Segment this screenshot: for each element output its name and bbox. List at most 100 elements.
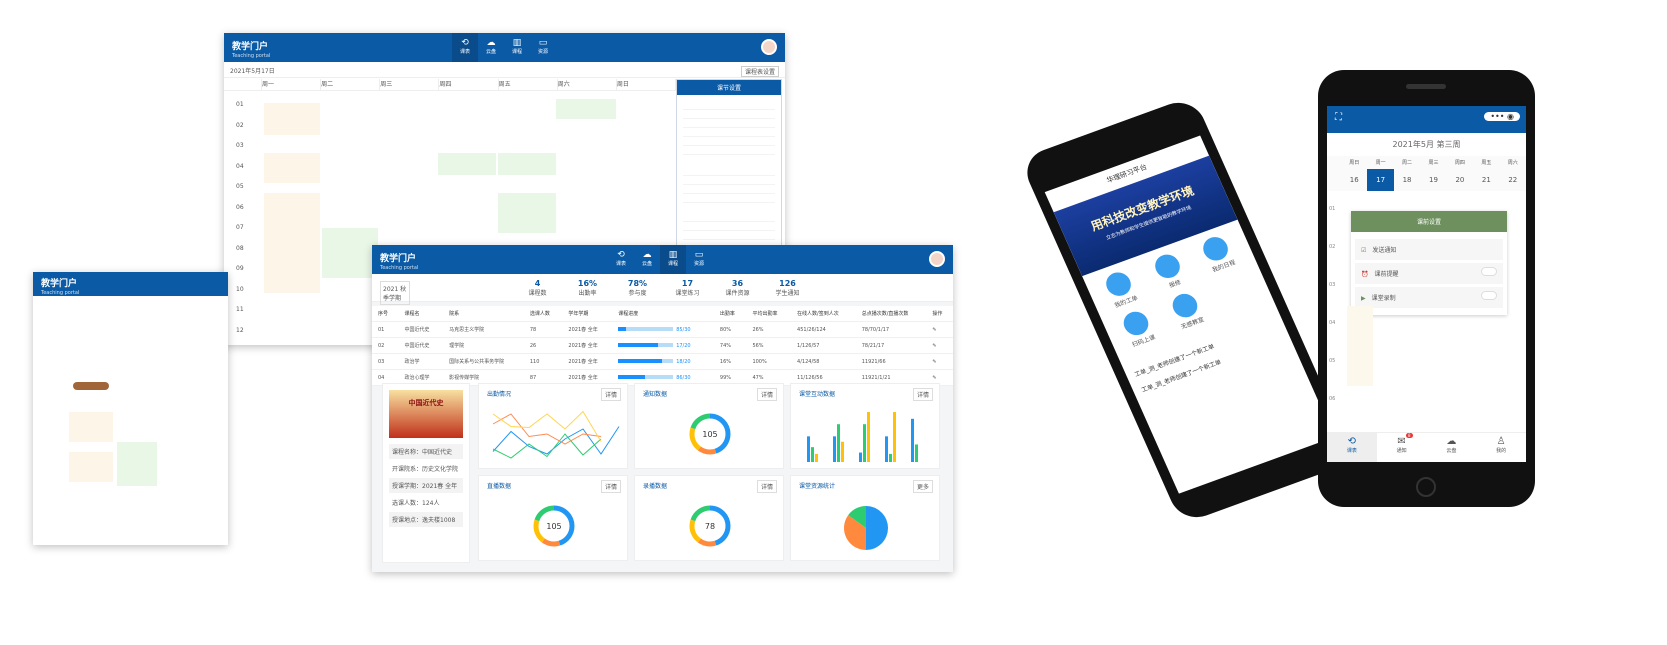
details-button[interactable]: 详情: [912, 388, 933, 401]
event-card[interactable]: [264, 153, 320, 183]
period-label: 08: [236, 244, 244, 252]
pie-slice: [848, 506, 866, 528]
scan-icon[interactable]: ⛶: [1335, 112, 1342, 123]
panel-item[interactable]: ⏰ 课前提醒: [1355, 263, 1503, 284]
stat-item[interactable]: 17 课堂练习: [675, 278, 700, 297]
bar: [841, 441, 844, 462]
schedule-settings-button[interactable]: 课程表设置: [740, 66, 779, 77]
avatar[interactable]: [929, 251, 945, 267]
event-card[interactable]: [322, 228, 378, 278]
toggle[interactable]: [1481, 291, 1497, 300]
column-header: 序号: [372, 306, 399, 322]
date-cell[interactable]: 18: [1402, 176, 1412, 184]
cell-online: 451/26/124: [791, 321, 856, 338]
dashboard-card: 直播数据 详情 105: [478, 475, 628, 561]
weekday-label: 周二: [1402, 160, 1413, 166]
more-menu[interactable]: ••• ◉: [1484, 112, 1520, 121]
cell-term: 2021春 全年: [562, 353, 613, 370]
event-card[interactable]: [73, 382, 109, 390]
date-cell[interactable]: 21: [1481, 176, 1491, 184]
cell-course: 中国近代史: [398, 337, 444, 354]
details-button[interactable]: 详情: [600, 480, 621, 493]
event-card[interactable]: [117, 442, 157, 486]
stat-item[interactable]: 78% 参与度: [627, 278, 648, 297]
donut-center-value: 105: [546, 522, 561, 531]
cell-views: 78/21/17: [855, 337, 927, 354]
line-series: [492, 426, 620, 455]
schedule-window-secondary: 教学门户 Teaching portal: [33, 272, 228, 545]
avatar[interactable]: [761, 39, 777, 55]
term-selector[interactable]: 2021 秋季学期: [380, 281, 410, 305]
user-icon: ♙: [1496, 436, 1506, 447]
event-card[interactable]: [69, 452, 113, 482]
tab-1[interactable]: ✉ 通知 8: [1377, 433, 1427, 462]
nav-cloud[interactable]: ☁ 云盘: [478, 33, 504, 62]
toolbar: 2021年5月17日 课程表设置: [224, 62, 785, 78]
course-cover[interactable]: 中国近代史: [389, 390, 463, 438]
cell-course: 中国近代史: [398, 321, 444, 338]
period-label: 04: [1329, 320, 1336, 326]
stat-item[interactable]: 16% 出勤率: [577, 278, 598, 297]
tab-3[interactable]: ♙ 我的: [1476, 433, 1526, 462]
shortcut-icon: [1151, 251, 1184, 282]
nav-schedule[interactable]: ⟲ 课表: [608, 245, 634, 274]
panel-item[interactable]: ▶ 课堂录制: [1355, 287, 1503, 308]
panel-item[interactable]: ☑ 发送通知: [1355, 239, 1503, 260]
event-card[interactable]: [498, 193, 556, 233]
progress-bar: [618, 359, 674, 363]
pie-slice: [866, 506, 888, 550]
header: 教学门户 Teaching portal ⟲ 课表 ☁ 云盘 ▥ 课程 ▭ 资源: [224, 33, 785, 62]
details-button[interactable]: 详情: [756, 480, 777, 493]
date-cell[interactable]: 19: [1429, 176, 1438, 184]
schedule-window: 教学门户 Teaching portal ⟲ 课表 ☁ 云盘 ▥ 课程 ▭ 资源 2021…: [224, 33, 785, 345]
mail-icon: ✉: [1397, 436, 1406, 447]
edit-icon[interactable]: ✎: [926, 353, 953, 370]
event-card[interactable]: [438, 153, 496, 175]
column-header: 平均出勤率: [746, 306, 792, 322]
nav-resource[interactable]: ▭ 资源: [530, 33, 556, 62]
table-row[interactable]: 03 政治学 国际关系与公共事务学院 110 2021春 全年 18/20 16% 100% 4…: [372, 353, 953, 370]
toggle[interactable]: [1481, 267, 1497, 276]
event-card[interactable]: [556, 99, 616, 119]
details-button[interactable]: 详情: [600, 388, 621, 401]
dashboard-window: 教学门户 Teaching portal ⟲ 课表 ☁ 云盘 ▥ 课程 ▭ 资源 2021…: [372, 245, 953, 572]
tab-2[interactable]: ☁ 云盘: [1427, 433, 1477, 462]
event-card[interactable]: [69, 412, 113, 442]
weekday-label: 周六: [1507, 160, 1518, 166]
card-chart: [844, 506, 888, 550]
nav-schedule[interactable]: ⟲ 课表: [452, 33, 478, 62]
stat-item[interactable]: 4 课程数: [528, 278, 547, 297]
table-row[interactable]: 01 中国近代史 马克思主义学院 78 2021春 全年 85/30 80% 26% 451/2…: [372, 321, 953, 338]
edit-icon[interactable]: ✎: [926, 321, 953, 338]
event-card[interactable]: [498, 153, 556, 175]
details-button[interactable]: 更多: [912, 480, 933, 493]
nav-course[interactable]: ▥ 课程: [504, 33, 530, 62]
event-card[interactable]: [264, 103, 320, 135]
details-button[interactable]: 详情: [756, 388, 777, 401]
date-cell[interactable]: 17: [1367, 169, 1394, 191]
nav-cloud[interactable]: ☁ 云盘: [634, 245, 660, 274]
progress-cell: 17/20: [612, 337, 714, 354]
period-label: 01: [1329, 206, 1336, 212]
cell-dept: 国际关系与公共事务学院: [443, 353, 524, 370]
event-card[interactable]: [1347, 306, 1373, 386]
edit-icon[interactable]: ✎: [926, 337, 953, 354]
mobile-header: ⛶ ••• ◉: [1327, 106, 1526, 133]
event-card[interactable]: [264, 193, 320, 293]
stat-item[interactable]: 126 学生通知: [775, 278, 800, 297]
period-label: 06: [1329, 396, 1336, 402]
nav-resource[interactable]: ▭ 资源: [686, 245, 712, 274]
stat-item[interactable]: 36 课件资源: [725, 278, 750, 297]
donut-center-value: 78: [705, 522, 715, 531]
table-row[interactable]: 02 中国近代史 理学院 26 2021春 全年 17/20 74% 56% 1/126/57 7…: [372, 337, 953, 354]
date-cell[interactable]: 20: [1455, 176, 1465, 184]
progress-cell: 18/20: [612, 353, 714, 370]
column-header: 出勤率: [713, 306, 747, 322]
nav-course[interactable]: ▥ 课程: [660, 245, 686, 274]
card-chart: 105: [533, 505, 575, 547]
date-cell[interactable]: 22: [1508, 176, 1518, 184]
progress-bar: [618, 343, 674, 347]
date-cell[interactable]: 16: [1349, 176, 1359, 184]
tab-0[interactable]: ⟲ 课表: [1327, 433, 1377, 462]
period-label: 10: [236, 285, 244, 293]
